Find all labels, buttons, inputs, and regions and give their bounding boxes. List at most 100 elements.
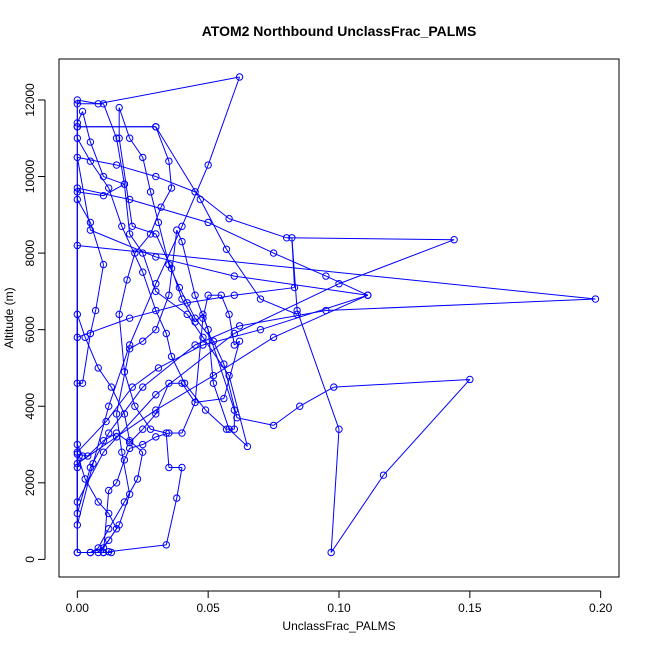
series-segment (234, 287, 295, 296)
series-segment (187, 294, 235, 304)
data-point (94, 100, 102, 108)
data-point (222, 245, 231, 253)
data-point (165, 463, 173, 472)
data-point (152, 123, 160, 131)
series-segment (207, 76, 241, 166)
data-point (165, 429, 173, 437)
series-segment (116, 409, 157, 438)
series-segment (116, 459, 125, 483)
data-point (165, 291, 173, 299)
series-segment (202, 295, 209, 319)
data-point (84, 452, 92, 460)
series-segment (234, 275, 368, 296)
series-segment (121, 226, 144, 273)
series-segment (82, 333, 91, 384)
data-point (175, 283, 184, 292)
series-segment (132, 225, 156, 235)
series-segment (333, 378, 470, 388)
data-point (199, 333, 207, 342)
data-point (154, 218, 163, 227)
data-point (466, 375, 474, 384)
data-point (230, 425, 239, 433)
data-point (327, 548, 335, 557)
data-point (73, 123, 82, 131)
series-segment (383, 379, 471, 476)
data-point (73, 509, 82, 518)
series-segment (108, 187, 123, 227)
data-point (152, 253, 160, 261)
series-segment (98, 76, 240, 105)
data-point (112, 433, 121, 441)
data-point (591, 295, 600, 303)
data-point (152, 410, 160, 418)
data-point (99, 448, 108, 456)
series-segment (228, 218, 287, 239)
data-point (94, 548, 102, 557)
series-segment (108, 386, 144, 434)
data-point (379, 471, 388, 479)
data-point (157, 203, 165, 211)
data-point (290, 283, 299, 292)
data-point (235, 322, 244, 330)
y-tick-label: 2000 (23, 469, 37, 496)
series-segment (118, 107, 131, 139)
data-point (165, 157, 173, 165)
data-point (105, 548, 113, 556)
data-point (139, 448, 147, 456)
data-point (89, 459, 97, 468)
series-segment (89, 141, 104, 177)
series-segment (77, 156, 117, 166)
data-point (78, 107, 87, 116)
series-segment (77, 244, 596, 300)
x-tick-label: 0.05 (196, 601, 220, 615)
series-segment (155, 310, 167, 334)
data-point (146, 188, 155, 196)
data-point (125, 345, 134, 353)
series-segment (142, 436, 157, 445)
data-point (73, 333, 82, 342)
data-point (128, 222, 136, 231)
series-segment (103, 183, 125, 197)
series-segment (165, 333, 173, 357)
data-point (128, 383, 136, 391)
data-point (99, 548, 108, 557)
series-segment (234, 283, 340, 334)
data-point (152, 172, 160, 181)
data-point (322, 306, 330, 315)
data-point (73, 195, 82, 204)
series-segment (186, 314, 204, 338)
series-segment (176, 229, 183, 242)
data-point (335, 280, 343, 288)
data-point (73, 119, 82, 127)
data-point (102, 417, 110, 426)
y-tick-label: 0 (23, 556, 37, 563)
data-point (73, 241, 82, 250)
data-point (152, 280, 160, 288)
data-point (99, 437, 108, 445)
data-point (243, 442, 252, 451)
series-segment (325, 275, 368, 296)
series-segment (165, 498, 178, 545)
data-point (118, 222, 126, 231)
series-segment (155, 126, 170, 162)
data-point (125, 444, 134, 453)
series-segment (116, 164, 156, 178)
data-point (183, 299, 191, 307)
data-point (73, 498, 82, 506)
data-point (146, 230, 155, 238)
data-point (99, 191, 108, 200)
data-point (112, 134, 121, 142)
series-segment (150, 428, 167, 434)
data-point (146, 425, 155, 433)
series-segment (202, 329, 261, 346)
series-segment (116, 138, 125, 185)
data-point (73, 548, 82, 557)
data-point (225, 425, 233, 433)
data-point (139, 425, 147, 433)
data-point (112, 161, 121, 169)
series-segment (89, 160, 110, 189)
data-point (73, 184, 82, 192)
series-segment (228, 375, 248, 447)
data-point (105, 184, 113, 192)
data-point (105, 402, 113, 410)
